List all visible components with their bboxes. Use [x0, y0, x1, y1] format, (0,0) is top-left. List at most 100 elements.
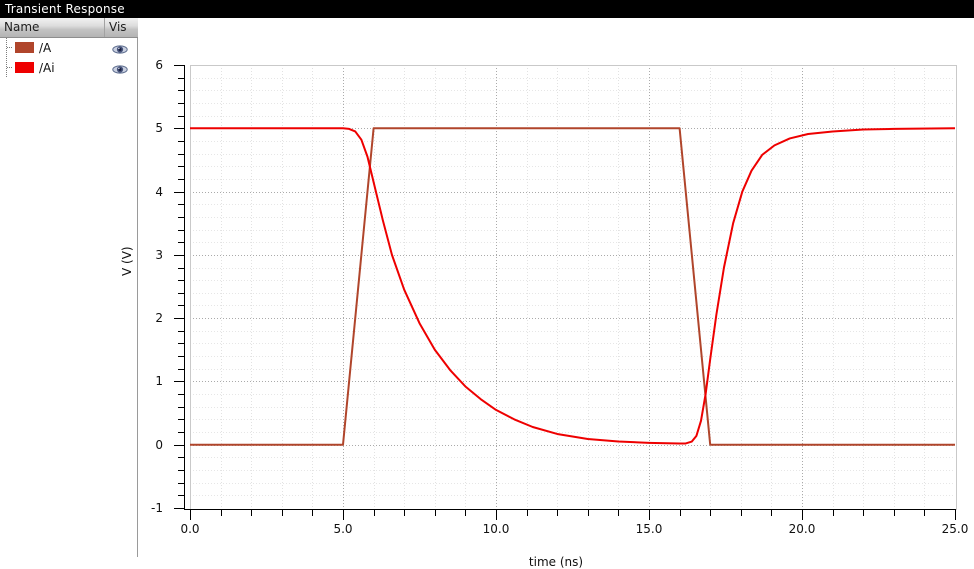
- chart-panel: -1 0 1 2 3 4 5 6 0.0 5.0 10.0 15.0 20.0 25.0 V (V) t…: [120, 18, 974, 569]
- y-tick-minor: [178, 483, 184, 484]
- y-axis-line: [184, 65, 185, 509]
- y-tick-minor: [178, 457, 184, 458]
- waveform-traces: [190, 127, 955, 446]
- y-tick-label: 4: [155, 185, 163, 199]
- x-tick-minor: [863, 510, 864, 516]
- y-tick-minor: [178, 394, 184, 395]
- signal-color-swatch[interactable]: [15, 62, 34, 73]
- y-tick-minor: [178, 166, 184, 167]
- y-tick-label: 1: [155, 374, 163, 388]
- x-tick-major: [649, 510, 650, 520]
- y-tick-minor: [178, 419, 184, 420]
- x-tick-major: [343, 510, 344, 520]
- window-title: Transient Response: [5, 2, 125, 16]
- x-tick-major: [190, 510, 191, 520]
- x-tick-label: 15.0: [635, 522, 663, 536]
- x-tick-label: 25.0: [941, 522, 969, 536]
- signal-name-label: /A: [39, 41, 52, 55]
- y-tick-minor: [178, 407, 184, 408]
- y-tick-minor: [178, 343, 184, 344]
- tree-branch-icon: [7, 47, 12, 48]
- x-tick-label: 0.0: [180, 522, 200, 536]
- y-tick-minor: [178, 432, 184, 433]
- x-axis-line: [184, 509, 956, 510]
- y-tick-label: 5: [155, 121, 163, 135]
- x-tick-minor: [710, 510, 711, 516]
- y-tick-major: [174, 381, 184, 382]
- x-tick-minor: [435, 510, 436, 516]
- tree-branch-icon: [7, 67, 12, 68]
- tree-line: [6, 38, 7, 58]
- y-tick-label: -1: [151, 501, 163, 515]
- column-header-name[interactable]: Name: [4, 20, 40, 34]
- plot-area: [190, 65, 955, 508]
- tree-line: [6, 58, 7, 78]
- x-tick-minor: [894, 510, 895, 516]
- signal-list-header: Name Vis: [0, 18, 138, 38]
- y-tick-major: [174, 192, 184, 193]
- y-tick-minor: [178, 305, 184, 306]
- y-tick-minor: [178, 230, 184, 231]
- x-tick-label: 5.0: [333, 522, 353, 536]
- y-tick-minor: [178, 179, 184, 180]
- x-tick-minor: [465, 510, 466, 516]
- x-tick-major: [955, 510, 956, 520]
- x-tick-label: 10.0: [482, 522, 510, 536]
- x-tick-minor: [741, 510, 742, 516]
- list-item[interactable]: /Ai: [0, 58, 137, 78]
- list-item[interactable]: /A: [0, 38, 137, 58]
- y-tick-label: 2: [155, 311, 163, 325]
- trace-Ai: [190, 127, 955, 445]
- window-title-bar: Transient Response: [0, 0, 974, 18]
- y-tick-minor: [178, 293, 184, 294]
- x-tick-minor: [924, 510, 925, 516]
- x-tick-minor: [221, 510, 222, 516]
- x-tick-major: [802, 510, 803, 520]
- y-tick-major: [174, 65, 184, 66]
- signal-name-label: /Ai: [39, 61, 55, 75]
- y-tick-minor: [178, 268, 184, 269]
- x-tick-minor: [588, 510, 589, 516]
- y-tick-minor: [178, 356, 184, 357]
- y-tick-minor: [178, 495, 184, 496]
- x-tick-minor: [251, 510, 252, 516]
- x-tick-minor: [312, 510, 313, 516]
- eye-icon[interactable]: [112, 61, 128, 74]
- y-tick-major: [174, 255, 184, 256]
- signal-rows: /A /Ai: [0, 38, 137, 78]
- x-tick-minor: [374, 510, 375, 516]
- y-tick-minor: [178, 141, 184, 142]
- y-tick-label: 6: [155, 58, 163, 72]
- y-axis-title: V (V): [120, 246, 134, 276]
- x-tick-minor: [282, 510, 283, 516]
- x-tick-minor: [833, 510, 834, 516]
- signal-color-swatch[interactable]: [15, 42, 34, 53]
- y-tick-major: [174, 508, 184, 509]
- x-tick-minor: [527, 510, 528, 516]
- y-tick-major: [174, 445, 184, 446]
- y-tick-minor: [178, 204, 184, 205]
- x-tick-minor: [680, 510, 681, 516]
- x-tick-minor: [557, 510, 558, 516]
- y-tick-major: [174, 318, 184, 319]
- y-tick-minor: [178, 280, 184, 281]
- column-header-vis[interactable]: Vis: [104, 18, 138, 37]
- x-axis-title: time (ns): [528, 555, 584, 569]
- y-tick-minor: [178, 217, 184, 218]
- y-tick-minor: [178, 78, 184, 79]
- x-tick-major: [496, 510, 497, 520]
- eye-icon[interactable]: [112, 41, 128, 54]
- y-tick-label: 0: [155, 438, 163, 452]
- y-tick-major: [174, 128, 184, 129]
- y-tick-minor: [178, 242, 184, 243]
- y-tick-minor: [178, 103, 184, 104]
- x-tick-label: 20.0: [788, 522, 816, 536]
- y-tick-minor: [178, 154, 184, 155]
- y-tick-label: 3: [155, 248, 163, 262]
- x-tick-minor: [404, 510, 405, 516]
- x-tick-minor: [618, 510, 619, 516]
- y-tick-minor: [178, 116, 184, 117]
- y-tick-minor: [178, 331, 184, 332]
- y-tick-minor: [178, 90, 184, 91]
